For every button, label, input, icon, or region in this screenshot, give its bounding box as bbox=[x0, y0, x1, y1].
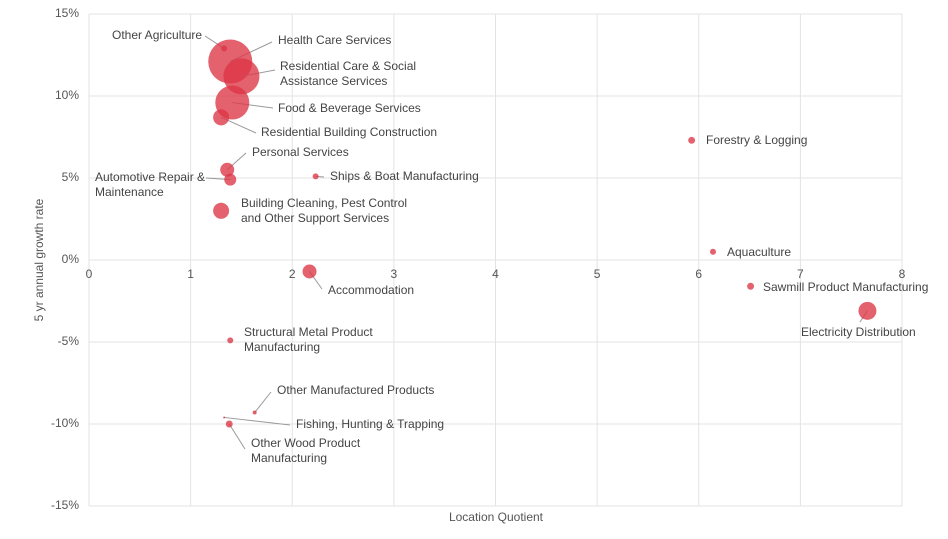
x-tick-label: 4 bbox=[492, 267, 499, 281]
x-tick-label: 5 bbox=[594, 267, 601, 281]
bubble bbox=[747, 282, 755, 290]
x-tick-label: 0 bbox=[86, 267, 93, 281]
point-label: Residential Building Construction bbox=[261, 125, 438, 139]
bubble bbox=[223, 416, 226, 419]
bubble bbox=[220, 162, 235, 177]
leader-line bbox=[224, 416, 291, 426]
bubble bbox=[224, 173, 237, 186]
bubble bbox=[225, 420, 233, 428]
y-tick-label: 10% bbox=[55, 88, 79, 102]
y-tick-label: -15% bbox=[51, 498, 79, 512]
bubble bbox=[688, 136, 696, 144]
bubble bbox=[709, 248, 716, 255]
point-label: Other Agriculture bbox=[112, 28, 203, 42]
point-label: Forestry & Logging bbox=[706, 133, 808, 147]
point-label: Ships & Boat Manufacturing bbox=[330, 169, 479, 183]
y-tick-label: 15% bbox=[55, 6, 79, 20]
point-label: Automotive Repair & Maintenance bbox=[95, 170, 206, 199]
point-label: Building Cleaning, Pest Control and Othe… bbox=[241, 196, 408, 225]
point-label: Food & Beverage Services bbox=[278, 101, 421, 115]
x-tick-label: 6 bbox=[695, 267, 702, 281]
point-label: Accommodation bbox=[328, 283, 415, 297]
y-tick-label: 0% bbox=[62, 252, 80, 266]
leader-line bbox=[254, 391, 272, 413]
y-tick-label: -10% bbox=[51, 416, 79, 430]
y-tick-label: 5% bbox=[62, 170, 80, 184]
x-tick-label: 3 bbox=[391, 267, 398, 281]
x-tick-label: 8 bbox=[899, 267, 906, 281]
y-tick-label: -5% bbox=[58, 334, 80, 348]
bubble bbox=[213, 202, 230, 219]
bubble bbox=[302, 264, 317, 279]
point-label: Other Wood Product Manufacturing bbox=[251, 436, 361, 465]
bubble bbox=[252, 410, 257, 415]
bubble bbox=[223, 58, 260, 95]
point-label: Sawmill Product Manufacturing bbox=[763, 280, 929, 294]
bubble bbox=[213, 109, 230, 126]
x-tick-label: 7 bbox=[797, 267, 804, 281]
bubble bbox=[312, 173, 319, 180]
leader-line bbox=[228, 423, 246, 450]
point-label: Residential Care & Social Assistance Ser… bbox=[280, 59, 417, 88]
x-tick-label: 1 bbox=[187, 267, 194, 281]
point-label: Aquaculture bbox=[727, 245, 792, 259]
bubble bbox=[227, 337, 234, 344]
bubble bbox=[858, 301, 877, 320]
point-label: Other Manufactured Products bbox=[277, 383, 435, 397]
point-label: Fishing, Hunting & Trapping bbox=[296, 417, 445, 431]
x-tick-label: 2 bbox=[289, 267, 296, 281]
point-label: Health Care Services bbox=[278, 33, 392, 47]
point-label: Personal Services bbox=[252, 145, 349, 159]
point-label: Electricity Distribution bbox=[801, 325, 916, 339]
x-axis-title: Location Quotient bbox=[449, 510, 544, 524]
y-axis-title: 5 yr annual growth rate bbox=[32, 198, 46, 321]
point-label: Structural Metal Product Manufacturing bbox=[244, 325, 373, 354]
